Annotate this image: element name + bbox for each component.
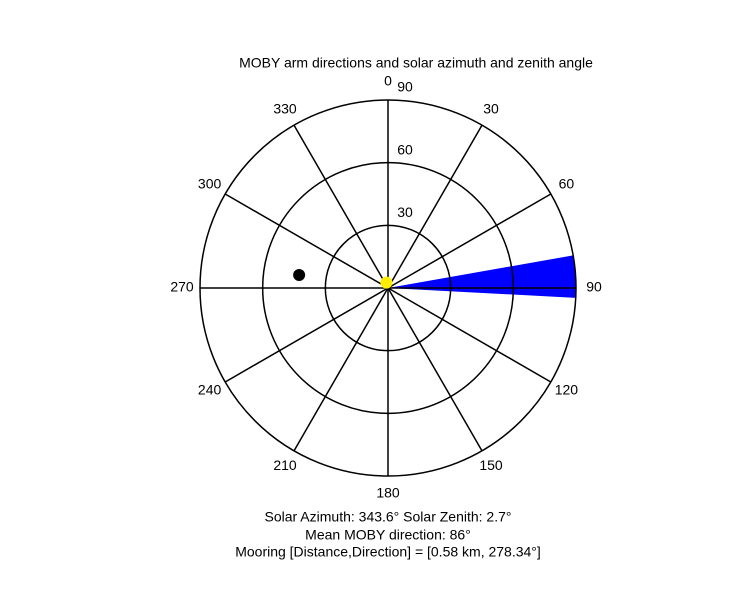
annotation: Mean MOBY direction: 86° bbox=[305, 527, 471, 543]
spoke bbox=[387, 193, 552, 289]
spoke bbox=[387, 287, 552, 383]
theta-tick-label: 0 bbox=[384, 73, 392, 89]
theta-tick-label: 120 bbox=[555, 382, 579, 398]
spoke bbox=[224, 193, 389, 289]
moby-arm-wedge bbox=[388, 255, 576, 298]
theta-tick-label: 270 bbox=[170, 279, 194, 295]
theta-tick-label: 150 bbox=[479, 457, 503, 473]
spoke bbox=[387, 124, 483, 289]
spoke bbox=[224, 287, 389, 383]
theta-tick-label: 30 bbox=[483, 100, 499, 116]
theta-tick-label: 240 bbox=[198, 382, 222, 398]
theta-tick-label: 330 bbox=[273, 100, 297, 116]
theta-tick-label: 300 bbox=[198, 176, 222, 192]
theta-tick-label: 90 bbox=[586, 279, 602, 295]
theta-tick-label: 180 bbox=[376, 485, 400, 501]
r-tick-label: 30 bbox=[397, 204, 413, 220]
theta-tick-label: 60 bbox=[559, 176, 575, 192]
spoke bbox=[293, 124, 389, 289]
spoke bbox=[387, 287, 483, 452]
sun-marker bbox=[380, 276, 393, 289]
spoke bbox=[293, 287, 389, 452]
mooring-marker bbox=[293, 268, 306, 281]
theta-tick-label: 210 bbox=[273, 457, 297, 473]
r-tick-label: 60 bbox=[397, 141, 413, 157]
annotation: Mooring [Distance,Direction] = [0.58 km,… bbox=[235, 544, 541, 560]
chart-title: MOBY arm directions and solar azimuth an… bbox=[239, 55, 593, 71]
annotation: Solar Azimuth: 343.6° Solar Zenith: 2.7° bbox=[265, 509, 512, 525]
r-tick-label: 90 bbox=[397, 79, 413, 95]
